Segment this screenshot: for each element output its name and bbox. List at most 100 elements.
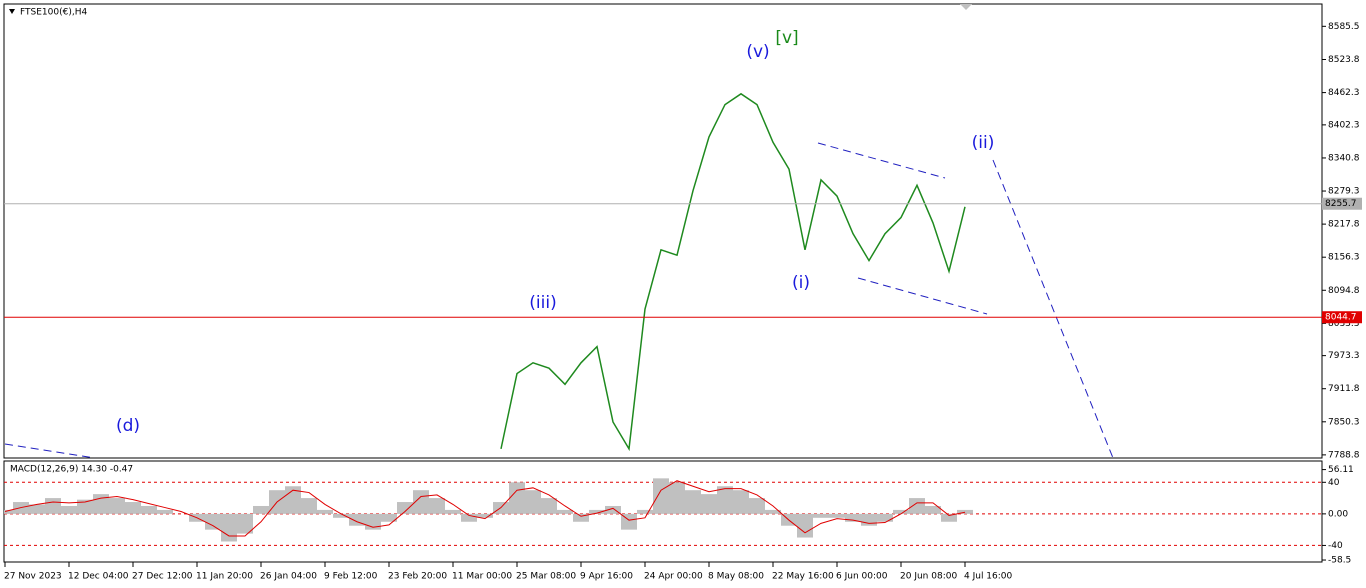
macd-bar	[45, 498, 61, 514]
price-line	[500, 92, 966, 452]
macd-bar	[941, 513, 957, 522]
macd-bar	[653, 478, 669, 514]
y-tick-label: 8402.3	[1328, 120, 1360, 130]
x-tick-label: 26 Jan 04:00	[260, 572, 317, 582]
wave-label: (i)	[792, 273, 810, 293]
macd-bar	[397, 502, 413, 514]
y-tick-label: 8340.8	[1328, 153, 1360, 163]
y-tick-label: 0.00	[1328, 509, 1348, 519]
macd-bar	[205, 513, 221, 530]
wave-label: (iii)	[529, 293, 556, 313]
macd-bar	[349, 513, 365, 526]
macd-bar	[109, 498, 125, 514]
x-tick-label: 11 Jan 20:00	[196, 572, 253, 582]
macd-bar	[573, 513, 589, 522]
y-tick-label: 8094.8	[1328, 286, 1360, 296]
x-tick-label: 8 May 08:00	[708, 572, 764, 582]
macd-bar	[877, 513, 893, 522]
x-tick-label: 22 May 16:00	[772, 572, 834, 582]
wave-label: (ii)	[972, 133, 995, 153]
x-tick-label: 12 Dec 04:00	[68, 572, 129, 582]
y-tick-label: 8585.5	[1328, 22, 1360, 32]
y-tick-label: 7850.3	[1328, 417, 1360, 427]
macd-bar	[157, 509, 173, 514]
x-tick-label: 9 Feb 12:00	[324, 572, 378, 582]
wave-label: (v)	[746, 42, 769, 62]
macd-bar	[221, 513, 237, 542]
macd-bar	[829, 513, 845, 518]
macd-bar	[4, 509, 13, 514]
x-tick-label: 20 Jun 08:00	[900, 572, 957, 582]
macd-bar	[301, 498, 317, 514]
macd-bar	[77, 499, 93, 514]
chart-title: FTSE100(€),H4	[20, 8, 87, 18]
price-panel	[3, 3, 1323, 459]
macd-bar	[765, 509, 781, 514]
x-tick-label: 9 Apr 16:00	[580, 572, 633, 582]
x-tick-label: 24 Apr 00:00	[644, 572, 703, 582]
x-tick-label: 23 Feb 20:00	[388, 572, 447, 582]
x-tick-label: 6 Jun 00:00	[836, 572, 888, 582]
signal-line	[4, 480, 966, 537]
macd-bar	[29, 504, 45, 514]
indicator-title: MACD(12,26,9) 14.30 -0.47	[10, 465, 133, 475]
macd-bar	[317, 509, 333, 514]
macd-bar	[909, 498, 925, 514]
macd-bar	[637, 509, 653, 514]
y-tick-label: 8279.3	[1328, 187, 1360, 197]
x-tick-label: 27 Nov 2023	[4, 572, 62, 582]
macd-bar	[813, 513, 829, 518]
trend-lines	[4, 142, 1114, 458]
macd-bar	[861, 513, 877, 526]
macd-bar	[525, 490, 541, 514]
x-tick-label: 25 Mar 08:00	[516, 572, 576, 582]
wave-label: [v]	[775, 28, 798, 48]
macd-bar	[925, 505, 941, 514]
price-label-box	[1322, 197, 1362, 210]
y-tick-label: -40	[1328, 541, 1343, 551]
menu-triangle	[9, 9, 15, 14]
price-label-box	[1322, 311, 1362, 324]
macd-bar	[669, 482, 685, 514]
macd-bar	[557, 509, 573, 514]
macd-bar	[61, 505, 77, 514]
macd-bar	[253, 505, 269, 514]
macd-bar	[333, 513, 349, 518]
y-tick-label: 56.11	[1328, 465, 1354, 475]
macd-bar	[845, 513, 861, 522]
macd-bar	[589, 509, 605, 514]
x-tick-label: 4 Jul 16:00	[964, 572, 1013, 582]
macd-plot	[4, 478, 1322, 546]
macd-bar	[429, 498, 445, 514]
scroll-marker	[960, 4, 972, 10]
macd-bar	[717, 486, 733, 514]
x-tick-label: 11 Mar 00:00	[452, 572, 512, 582]
y-tick-label: -58.5	[1328, 556, 1351, 566]
wave-label: (d)	[116, 416, 140, 436]
y-tick-label: 7788.8	[1328, 450, 1360, 460]
macd-bar	[749, 498, 765, 514]
x-tick-label: 27 Dec 12:00	[132, 572, 193, 582]
y-tick-label: 40	[1328, 478, 1340, 488]
price-label: 8044.7	[1325, 313, 1357, 323]
y-tick-label: 8156.3	[1328, 253, 1360, 263]
price-label: 8255.7	[1325, 199, 1357, 209]
macd-bar	[381, 513, 397, 522]
macd-bar	[541, 498, 557, 514]
macd-bar	[701, 494, 717, 514]
macd-bar	[445, 509, 461, 514]
price-plot	[500, 92, 966, 452]
macd-bar	[605, 505, 621, 514]
y-tick-label: 8523.8	[1328, 55, 1360, 65]
macd-bar	[141, 505, 157, 514]
macd-bar	[477, 513, 493, 518]
macd-bar	[125, 502, 141, 514]
macd-bar	[237, 513, 253, 534]
y-tick-label: 8033.3	[1328, 319, 1360, 329]
macd-bar	[685, 490, 701, 514]
macd-bar	[733, 490, 749, 514]
macd-bar	[797, 513, 813, 538]
macd-bar	[509, 482, 525, 514]
y-tick-label: 8462.3	[1328, 88, 1360, 98]
